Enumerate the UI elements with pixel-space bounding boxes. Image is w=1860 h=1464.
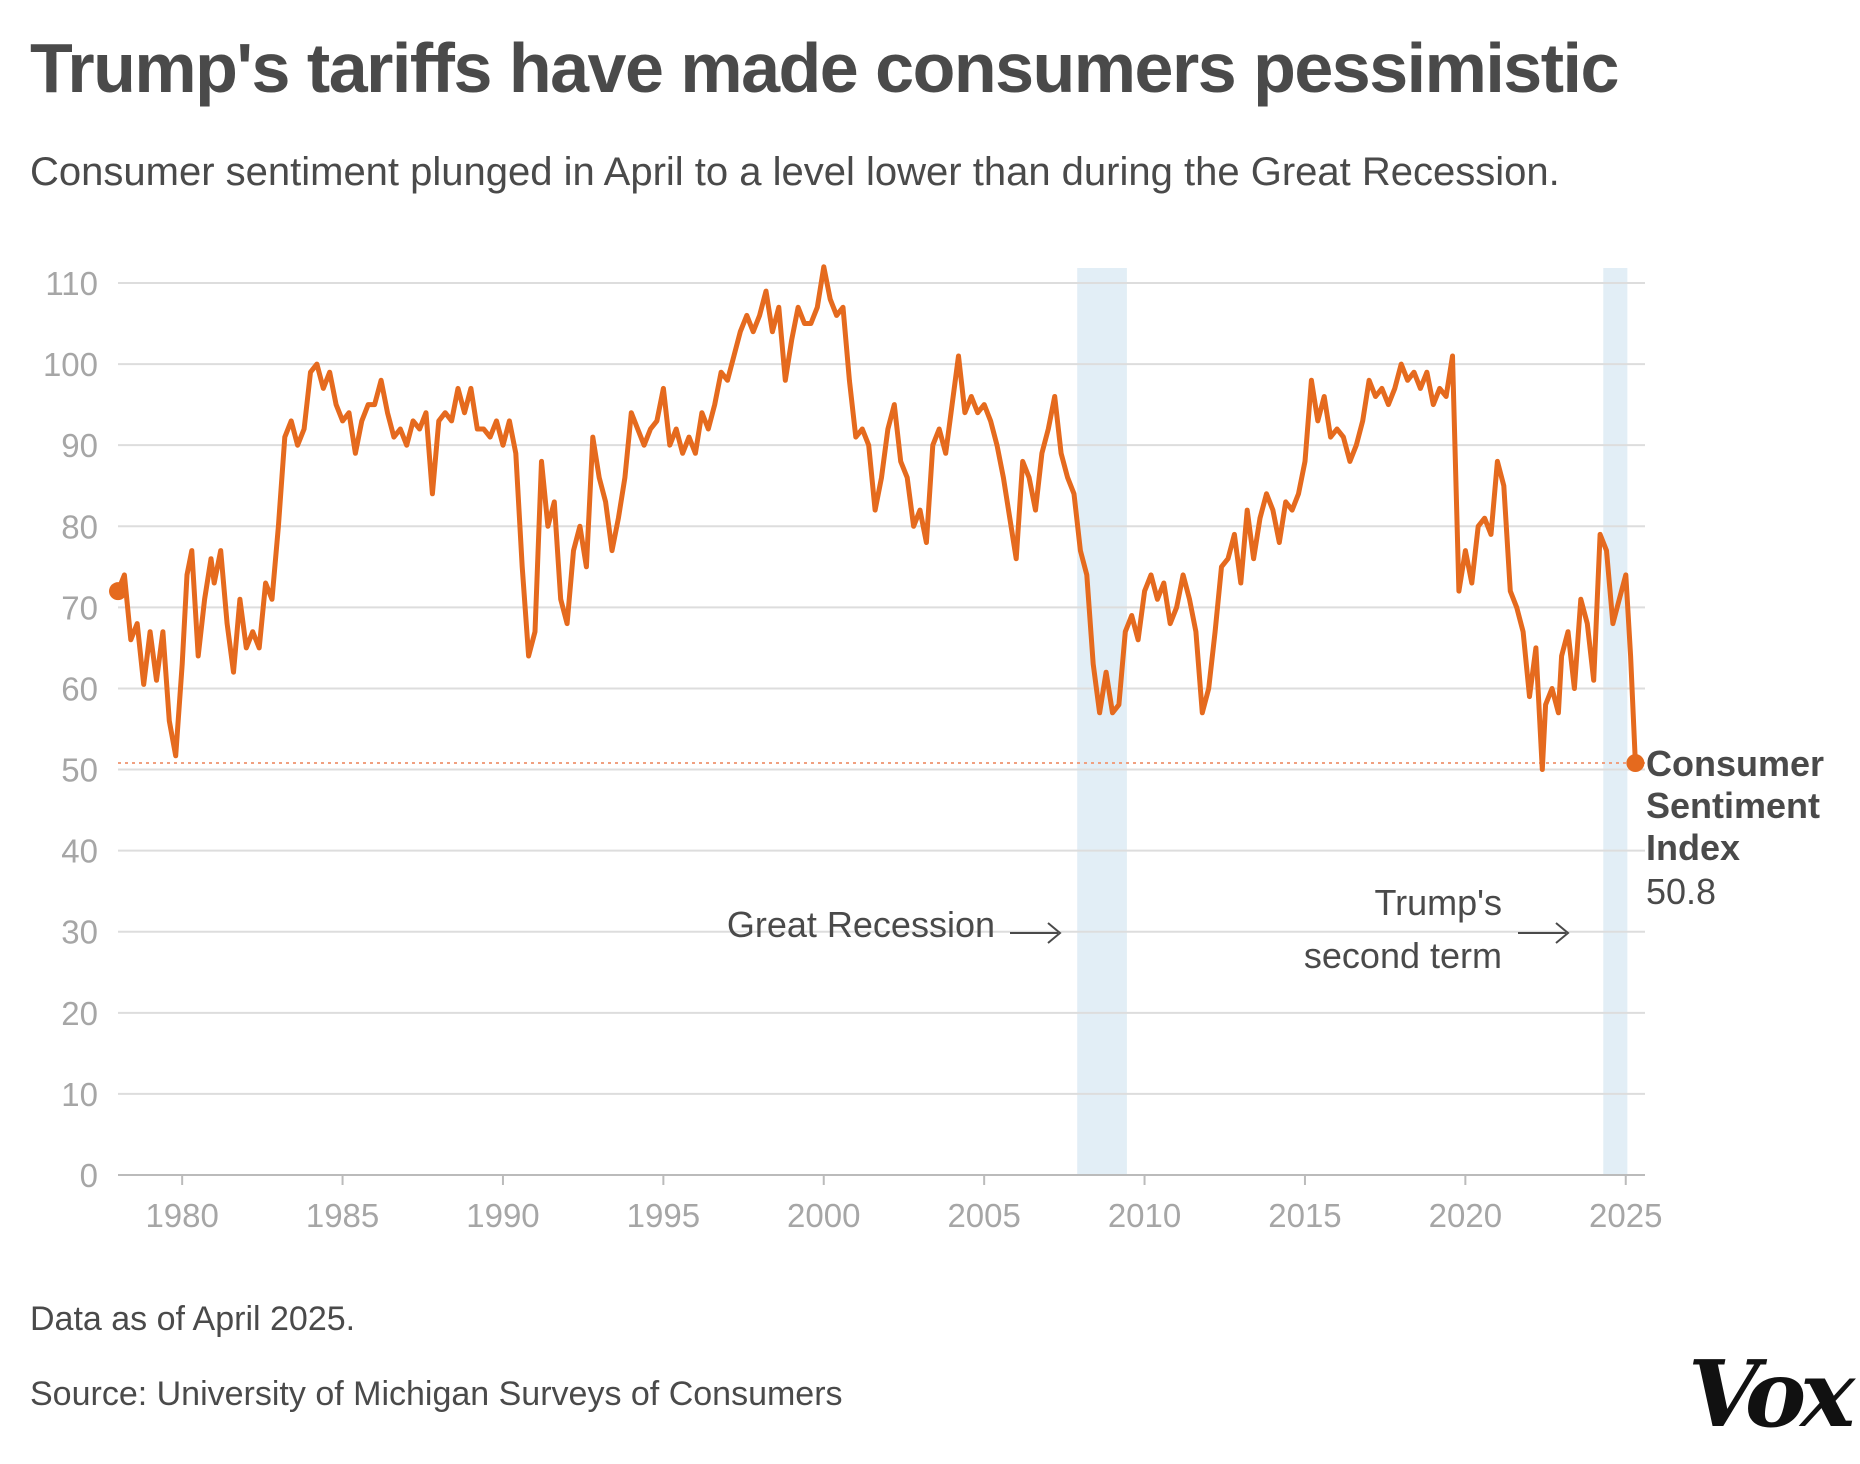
end-point-marker bbox=[1626, 754, 1645, 773]
chart-title: Trump's tariffs have made consumers pess… bbox=[30, 29, 1619, 107]
end-label-line1: Consumer bbox=[1646, 743, 1824, 784]
y-tick-label-70: 70 bbox=[61, 589, 98, 626]
trump-term-label-line2: second term bbox=[1304, 935, 1502, 976]
x-tick-label-1995: 1995 bbox=[627, 1197, 700, 1234]
great-recession-label: Great Recession bbox=[727, 904, 995, 945]
x-tick-label-2010: 2010 bbox=[1108, 1197, 1181, 1234]
x-tick-label-2020: 2020 bbox=[1429, 1197, 1502, 1234]
trump-term-arrow bbox=[1518, 922, 1570, 944]
end-label-line2: Sentiment bbox=[1646, 785, 1820, 826]
shaded-periods bbox=[1077, 268, 1628, 1175]
x-tick-label-1985: 1985 bbox=[306, 1197, 379, 1234]
end-label-line3: Index bbox=[1646, 827, 1740, 868]
series-line-consumer-sentiment bbox=[115, 264, 1638, 772]
y-tick-label-110: 110 bbox=[45, 265, 98, 302]
trump-term-label-line1: Trump's bbox=[1374, 882, 1502, 923]
y-tick-label-100: 100 bbox=[43, 346, 98, 383]
x-tick-label-2025: 2025 bbox=[1589, 1197, 1662, 1234]
data-note: Data as of April 2025. bbox=[30, 1300, 356, 1338]
y-tick-label-20: 20 bbox=[61, 995, 98, 1032]
y-tick-label-50: 50 bbox=[61, 752, 98, 789]
y-tick-label-90: 90 bbox=[61, 427, 98, 464]
x-tick-label-2015: 2015 bbox=[1268, 1197, 1341, 1234]
y-tick-label-0: 0 bbox=[80, 1157, 98, 1194]
y-tick-label-40: 40 bbox=[61, 833, 98, 870]
y-tick-label-80: 80 bbox=[61, 508, 98, 545]
y-tick-label-30: 30 bbox=[61, 914, 98, 951]
gridlines bbox=[118, 282, 1645, 1176]
great-recession-arrow bbox=[1010, 922, 1062, 944]
y-axis-ticks: 0 10 20 30 40 50 60 70 80 90 100 110 bbox=[43, 265, 98, 1194]
end-label-value: 50.8 bbox=[1646, 871, 1716, 912]
x-axis-ticks: 1980 1985 1990 1995 2000 2005 2010 2015 2020 2025 bbox=[145, 1175, 1662, 1234]
x-tick-label-2000: 2000 bbox=[787, 1197, 860, 1234]
y-tick-label-10: 10 bbox=[61, 1076, 98, 1113]
source-credit: Source: University of Michigan Surveys o… bbox=[30, 1375, 843, 1413]
y-tick-label-60: 60 bbox=[61, 670, 98, 707]
start-point-marker bbox=[109, 582, 127, 601]
chart-subtitle: Consumer sentiment plunged in April to a… bbox=[30, 150, 1560, 194]
shaded-band-trump-second-term bbox=[1603, 268, 1628, 1175]
x-tick-label-2005: 2005 bbox=[947, 1197, 1020, 1234]
x-tick-label-1990: 1990 bbox=[466, 1197, 539, 1234]
x-tick-label-1980: 1980 bbox=[145, 1197, 218, 1234]
shaded-band-great-recession bbox=[1077, 268, 1127, 1175]
vox-logo: Vox bbox=[1688, 1340, 1855, 1448]
